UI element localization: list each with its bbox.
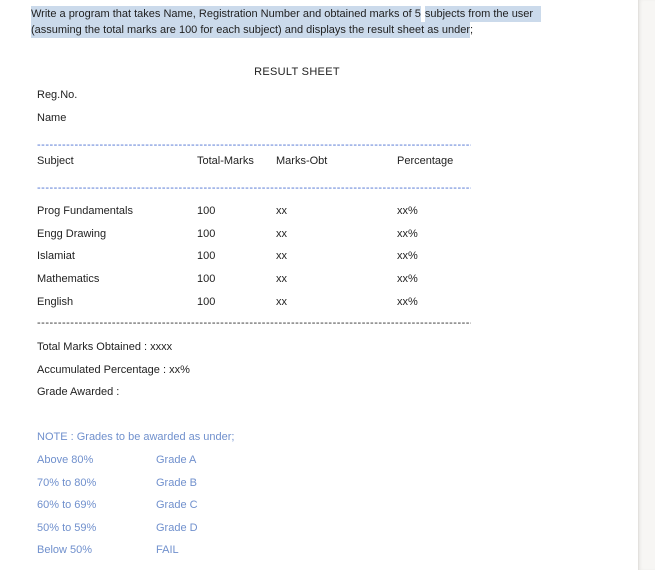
total-cell: 100 <box>197 205 216 217</box>
total-cell: 100 <box>197 273 216 286</box>
selected-text-segment: (assuming the total marks are 100 for ea… <box>31 22 471 38</box>
subject-cell: Prog Fundamentals <box>37 205 133 217</box>
accumulated-line: Accumulated Percentage : xx% <box>37 363 190 376</box>
grade-awarded-line: Grade Awarded : <box>37 386 120 398</box>
page-edge-strip <box>638 0 655 570</box>
percentage-cell: xx% <box>397 227 418 240</box>
grade-value: Grade C <box>156 499 198 511</box>
col-header-percentage: Percentage <box>397 155 454 167</box>
percentage-cell: xx% <box>397 205 418 217</box>
obtained-cell: xx <box>276 205 287 217</box>
percentage-cell: xx% <box>397 273 418 286</box>
col-header-total: Total-Marks <box>197 155 254 167</box>
grade-value: Grade D <box>156 521 198 534</box>
grade-range: Above 80% <box>37 454 94 466</box>
percentage-cell: xx% <box>397 295 418 308</box>
grade-range: Below 50% <box>37 544 93 556</box>
subject-cell: Mathematics <box>37 273 100 286</box>
grade-range: 60% to 69% <box>37 499 97 511</box>
dashed-separator-bottom: ----------------------------------------… <box>37 317 471 329</box>
name-label: Name <box>37 112 67 124</box>
total-cell: 100 <box>197 227 216 240</box>
col-header-subject: Subject <box>37 155 74 167</box>
col-header-obtained: Marks-Obt <box>276 155 328 167</box>
percentage-cell: xx% <box>397 250 418 263</box>
prompt-line-1: Write a program that takes Name, Registr… <box>31 6 576 22</box>
summary-block: Total Marks Obtained : xxxx Accumulated … <box>37 341 190 409</box>
dashed-separator-header: ----------------------------------------… <box>37 182 471 194</box>
grade-value: Grade B <box>156 476 197 489</box>
selected-text-segment: Write a program that takes Name, Registr… <box>31 6 421 22</box>
marks-table-header: Subject Total-Marks Marks-Obt Percentage <box>37 155 507 167</box>
subject-cell: Engg Drawing <box>37 227 107 240</box>
dashed-separator-top: ----------------------------------------… <box>37 139 471 151</box>
marks-table-body: Prog Fundamentals 100 xx xx% Engg Drawin… <box>37 205 507 318</box>
note-heading: NOTE : Grades to be awarded as under; <box>37 431 235 443</box>
grade-range: 70% to 80% <box>37 476 97 489</box>
regno-label: Reg.No. <box>37 89 78 101</box>
grade-value: Grade A <box>156 454 197 466</box>
grade-range: 50% to 59% <box>37 521 97 534</box>
assignment-prompt[interactable]: Write a program that takes Name, Registr… <box>31 6 576 38</box>
sheet-title: RESULT SHEET <box>254 66 340 78</box>
total-cell: 100 <box>197 250 216 263</box>
grade-value: FAIL <box>156 544 179 556</box>
obtained-cell: xx <box>276 273 287 286</box>
total-cell: 100 <box>197 295 216 308</box>
grade-scale-table: Above 80% Grade A 70% to 80% Grade B 60%… <box>37 454 337 567</box>
prompt-tail: ; <box>470 24 474 36</box>
obtained-cell: xx <box>276 295 287 308</box>
total-marks-line: Total Marks Obtained : xxxx <box>37 341 173 353</box>
obtained-cell: xx <box>276 227 287 240</box>
subject-cell: English <box>37 295 74 308</box>
prompt-line-2: (assuming the total marks are 100 for ea… <box>31 22 576 38</box>
obtained-cell: xx <box>276 250 287 263</box>
selected-text-segment: subjects from the user <box>424 6 542 22</box>
subject-cell: Islamiat <box>37 250 75 263</box>
